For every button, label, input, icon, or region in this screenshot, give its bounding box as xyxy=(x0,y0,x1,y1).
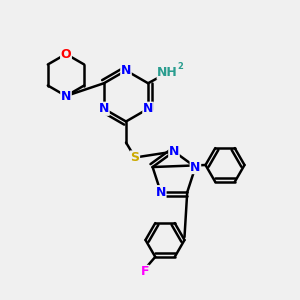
Text: N: N xyxy=(169,145,179,158)
Text: N: N xyxy=(190,160,201,173)
Text: F: F xyxy=(140,266,149,278)
Text: N: N xyxy=(121,64,131,77)
Text: N: N xyxy=(143,102,153,115)
Text: NH: NH xyxy=(157,66,178,79)
Text: N: N xyxy=(99,102,109,115)
Text: S: S xyxy=(130,151,140,164)
Text: O: O xyxy=(61,47,71,61)
Text: N: N xyxy=(156,186,166,199)
Text: 2: 2 xyxy=(177,62,183,71)
Text: N: N xyxy=(61,89,71,103)
